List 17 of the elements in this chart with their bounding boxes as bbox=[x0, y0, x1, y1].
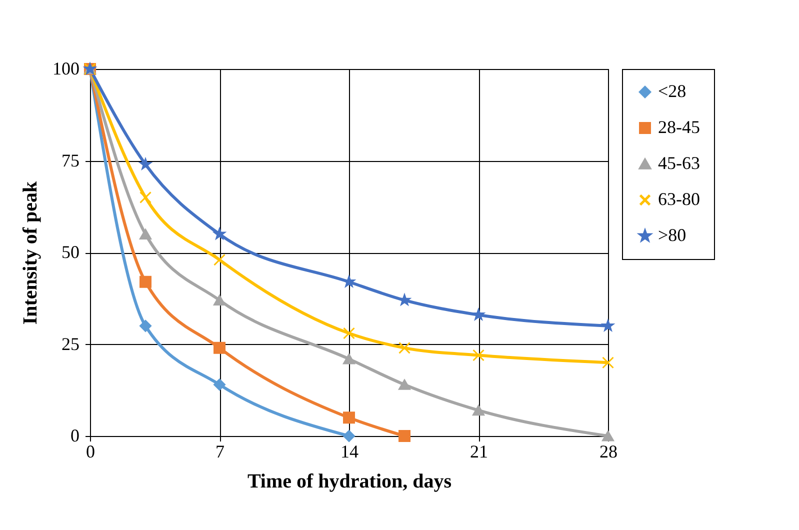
legend-label: 28-45 bbox=[658, 117, 700, 137]
legend-label: 63-80 bbox=[658, 189, 700, 209]
x-tick-label: 28 bbox=[600, 442, 618, 462]
legend-label: 45-63 bbox=[658, 153, 700, 173]
x-tick-label: 14 bbox=[340, 442, 358, 462]
y-tick-label: 100 bbox=[52, 58, 80, 78]
x-tick-label: 21 bbox=[470, 442, 488, 462]
legend-label: >80 bbox=[658, 225, 686, 245]
legend-label: <28 bbox=[658, 81, 686, 101]
y-axis-title: Intensity of peak bbox=[20, 180, 42, 325]
x-tick-label: 7 bbox=[216, 442, 224, 462]
y-tick-label: 50 bbox=[62, 242, 80, 262]
y-tick-label: 0 bbox=[70, 426, 80, 446]
y-tick-label: 25 bbox=[62, 334, 80, 354]
y-tick-label: 75 bbox=[62, 150, 80, 170]
x-axis-title: Time of hydration, days bbox=[247, 470, 452, 492]
x-tick-label: 0 bbox=[86, 442, 95, 462]
